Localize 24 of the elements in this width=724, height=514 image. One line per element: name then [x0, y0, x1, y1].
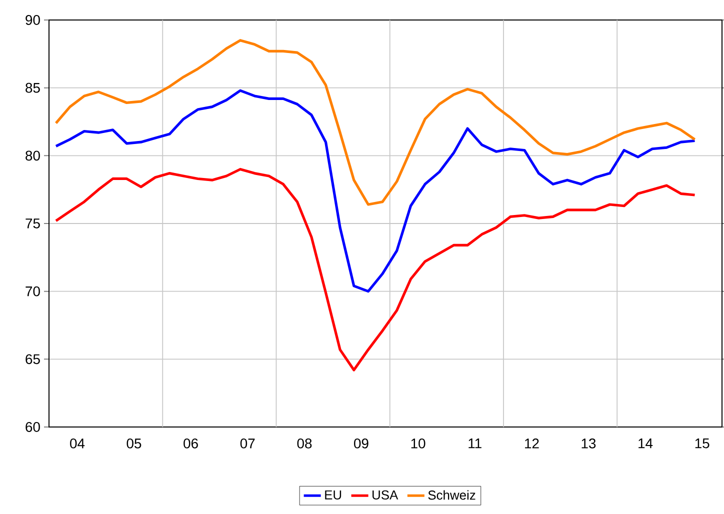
- x-tick-label: 11: [468, 438, 482, 448]
- y-tick-label: 60: [26, 422, 40, 432]
- line-series: [54, 39, 696, 206]
- y-tick-label: 75: [26, 218, 40, 228]
- x-tick-label: 09: [354, 438, 368, 448]
- y-tick-label: 90: [26, 15, 40, 25]
- y-tick-label: 70: [26, 286, 40, 296]
- x-tick-label: 12: [525, 438, 539, 448]
- y-tick-label: 85: [26, 82, 40, 93]
- legend-label: Schweiz: [428, 490, 476, 500]
- line-series: [54, 89, 696, 293]
- y-tick-label: 80: [26, 150, 40, 161]
- x-tick-label: 08: [297, 438, 312, 448]
- x-tick-label: 13: [582, 438, 596, 448]
- x-tick-label: 10: [411, 438, 426, 448]
- legend-label: EU: [325, 490, 342, 500]
- x-tick-label: 04: [70, 438, 85, 448]
- x-tick-label: 06: [184, 438, 198, 448]
- x-tick-label: 07: [240, 438, 255, 448]
- legend-label: USA: [372, 490, 398, 500]
- x-tick-label: 05: [126, 438, 142, 448]
- x-tick-label: 15: [695, 438, 710, 448]
- y-tick-label: 65: [26, 354, 40, 364]
- x-tick-label: 14: [638, 438, 653, 448]
